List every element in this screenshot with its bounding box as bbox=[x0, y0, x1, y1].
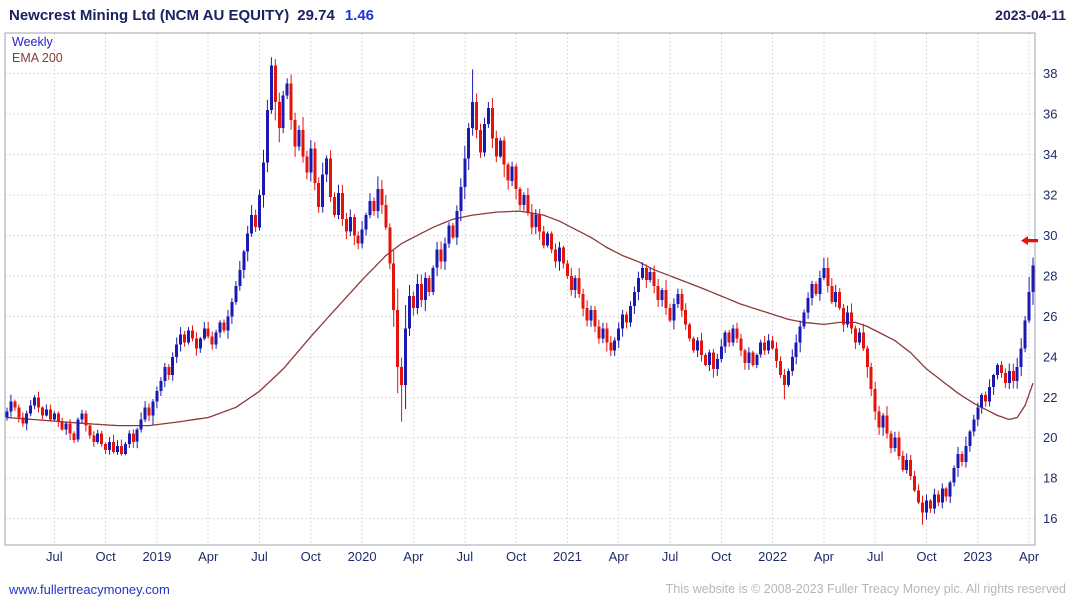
svg-text:Oct: Oct bbox=[711, 549, 732, 564]
website-link[interactable]: www.fullertreacymoney.com bbox=[9, 581, 170, 597]
candles-series bbox=[5, 57, 1035, 525]
svg-text:Jul: Jul bbox=[456, 549, 473, 564]
chart-date: 2023-04-11 bbox=[995, 7, 1066, 23]
svg-text:28: 28 bbox=[1043, 268, 1057, 283]
svg-text:Apr: Apr bbox=[403, 549, 424, 564]
svg-text:Jul: Jul bbox=[251, 549, 268, 564]
title-group: Newcrest Mining Ltd (NCM AU EQUITY) 29.7… bbox=[9, 7, 374, 24]
gridlines bbox=[4, 32, 1036, 546]
svg-text:2022: 2022 bbox=[758, 549, 787, 564]
svg-text:36: 36 bbox=[1043, 106, 1057, 121]
page-footer: www.fullertreacymoney.com This website i… bbox=[0, 578, 1075, 600]
svg-text:Oct: Oct bbox=[301, 549, 322, 564]
svg-text:Oct: Oct bbox=[506, 549, 527, 564]
svg-text:16: 16 bbox=[1043, 511, 1057, 526]
svg-text:18: 18 bbox=[1043, 471, 1057, 486]
svg-text:24: 24 bbox=[1043, 349, 1057, 364]
ema-line bbox=[6, 210, 1034, 427]
instrument-title: Newcrest Mining Ltd (NCM AU EQUITY) bbox=[9, 6, 290, 24]
svg-text:20: 20 bbox=[1043, 430, 1057, 445]
last-price-marker bbox=[1021, 236, 1038, 246]
svg-text:Apr: Apr bbox=[198, 549, 219, 564]
svg-text:Oct: Oct bbox=[916, 549, 937, 564]
copyright-text: This website is © 2008-2023 Fuller Treac… bbox=[665, 582, 1066, 596]
svg-text:30: 30 bbox=[1043, 228, 1057, 243]
svg-text:Apr: Apr bbox=[814, 549, 835, 564]
svg-text:Oct: Oct bbox=[95, 549, 116, 564]
svg-text:Apr: Apr bbox=[1019, 549, 1040, 564]
svg-text:2020: 2020 bbox=[348, 549, 377, 564]
svg-text:32: 32 bbox=[1043, 187, 1057, 202]
svg-text:2019: 2019 bbox=[142, 549, 171, 564]
last-price: 29.74 bbox=[297, 6, 335, 24]
legend-ema-label: EMA 200 bbox=[12, 51, 63, 65]
svg-text:2021: 2021 bbox=[553, 549, 582, 564]
svg-text:26: 26 bbox=[1043, 309, 1057, 324]
svg-text:22: 22 bbox=[1043, 390, 1057, 405]
svg-text:34: 34 bbox=[1043, 147, 1057, 162]
svg-text:Jul: Jul bbox=[46, 549, 63, 564]
chart-legend: Weekly EMA 200 bbox=[12, 35, 63, 65]
svg-text:38: 38 bbox=[1043, 66, 1057, 81]
svg-text:Jul: Jul bbox=[867, 549, 884, 564]
legend-weekly-label: Weekly bbox=[12, 35, 53, 49]
price-change: 1.46 bbox=[344, 6, 375, 24]
svg-text:Jul: Jul bbox=[662, 549, 679, 564]
svg-text:Apr: Apr bbox=[609, 549, 630, 564]
svg-text:2023: 2023 bbox=[963, 549, 992, 564]
chart-header: Newcrest Mining Ltd (NCM AU EQUITY) 29.7… bbox=[0, 0, 1075, 30]
chart-area: 16 18 20 22 24 26 28 30 32 34 36 38 Jul Oct 2019 Apr Jul… bbox=[0, 30, 1075, 578]
